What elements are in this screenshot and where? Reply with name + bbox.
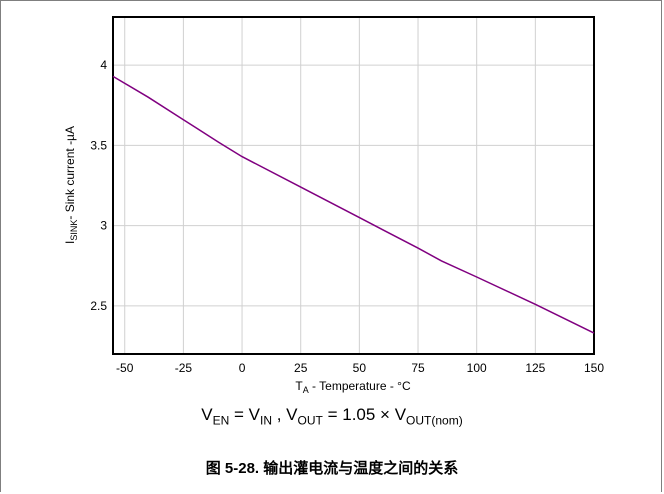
chart: -50 -25 0 25 50 75 100 125 150 2.5 3 3.5 4 TA - Tem… — [63, 16, 604, 395]
series-layer — [112, 75, 595, 334]
y-tick-label: 2.5 — [90, 299, 107, 313]
series-line — [112, 75, 595, 334]
y-tick-labels: 2.5 3 3.5 4 — [90, 58, 107, 313]
y-tick-label: 3.5 — [90, 138, 107, 152]
x-tick-label: 100 — [467, 361, 487, 375]
x-tick-label: -25 — [175, 361, 193, 375]
plot-area-border — [112, 16, 595, 355]
y-tick-label: 3 — [100, 219, 107, 233]
x-axis-label: TA - Temperature - °C — [295, 379, 411, 395]
x-tick-label: 25 — [294, 361, 308, 375]
x-tick-label: 125 — [525, 361, 545, 375]
x-tick-label: -50 — [116, 361, 134, 375]
x-tick-label: 150 — [584, 361, 604, 375]
test-condition: VEN = VIN , VOUT = 1.05 × VOUT(nom) — [201, 405, 463, 428]
y-tick-label: 4 — [100, 58, 107, 72]
figure-caption: 图 5-28. 输出灌电流与温度之间的关系 — [205, 460, 459, 477]
x-tick-label: 0 — [239, 361, 246, 375]
x-tick-labels: -50 -25 0 25 50 75 100 125 150 — [116, 361, 604, 375]
x-tick-label: 50 — [353, 361, 367, 375]
x-tick-label: 75 — [411, 361, 425, 375]
grid — [113, 17, 595, 354]
y-axis-label: ISINK- Sink current -µA — [63, 126, 79, 244]
